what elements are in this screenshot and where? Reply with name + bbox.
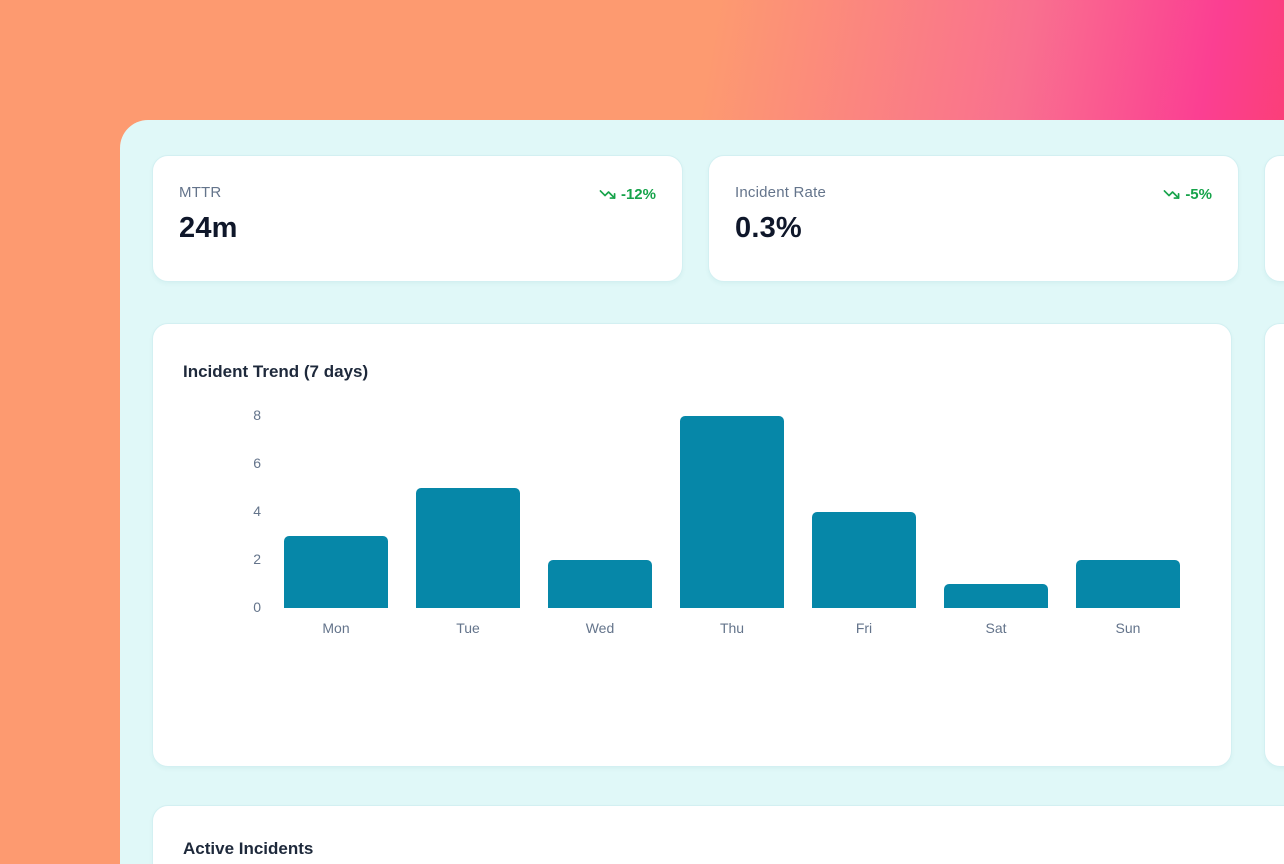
x-label-wed: Wed xyxy=(585,620,615,636)
kpi-value: 0.3% xyxy=(735,212,802,244)
incident-trend-card: Incident Trend (7 days) 0 2 4 6 8 Mon Tue Wed Th… xyxy=(152,323,1232,767)
kpi-row: MTTR 24m -12% Incident Rate 0.3% xyxy=(152,155,1284,282)
chart-title: Incident Trend (7 days) xyxy=(183,362,369,381)
y-tick-8: 8 xyxy=(253,407,261,423)
active-incidents-title: Active Incidents xyxy=(183,839,314,858)
kpi-card-mttr: MTTR 24m -12% xyxy=(152,155,683,282)
x-label-tue: Tue xyxy=(456,620,480,636)
kpi-label: MTTR xyxy=(179,184,222,201)
trending-down-icon xyxy=(1163,186,1180,203)
kpi-label: Incident Rate xyxy=(735,184,826,201)
kpi-card-partial xyxy=(1264,155,1284,282)
bar-thu[interactable] xyxy=(680,416,784,608)
kpi-trend-value: -5% xyxy=(1185,186,1212,203)
bar-fri[interactable] xyxy=(812,512,916,608)
y-tick-4: 4 xyxy=(253,503,261,519)
incident-trend-chart: 0 2 4 6 8 Mon Tue Wed Thu Fri Sat Sun xyxy=(153,324,1231,766)
bar-sat[interactable] xyxy=(944,584,1048,608)
trending-down-icon xyxy=(599,186,616,203)
kpi-trend-badge: -5% xyxy=(1163,186,1212,203)
kpi-trend-badge: -12% xyxy=(599,186,656,203)
bar-wed[interactable] xyxy=(548,560,652,608)
x-label-thu: Thu xyxy=(719,620,745,636)
y-tick-2: 2 xyxy=(253,551,261,567)
kpi-card-incident-rate: Incident Rate 0.3% -5% xyxy=(708,155,1239,282)
kpi-trend-value: -12% xyxy=(620,186,656,203)
x-label-fri: Fri xyxy=(855,620,873,636)
bar-sun[interactable] xyxy=(1076,560,1180,608)
chart-card-partial xyxy=(1264,323,1284,767)
y-tick-0: 0 xyxy=(253,599,261,615)
dashboard-panel: MTTR 24m -12% Incident Rate 0.3% xyxy=(120,120,1284,864)
kpi-value: 24m xyxy=(179,212,238,244)
bar-mon[interactable] xyxy=(284,536,388,608)
y-tick-6: 6 xyxy=(253,455,261,471)
bar-tue[interactable] xyxy=(416,488,520,608)
x-label-sun: Sun xyxy=(1115,620,1141,636)
active-incidents-card: Active Incidents xyxy=(152,805,1284,864)
x-label-sat: Sat xyxy=(985,620,1007,636)
x-label-mon: Mon xyxy=(322,620,350,636)
